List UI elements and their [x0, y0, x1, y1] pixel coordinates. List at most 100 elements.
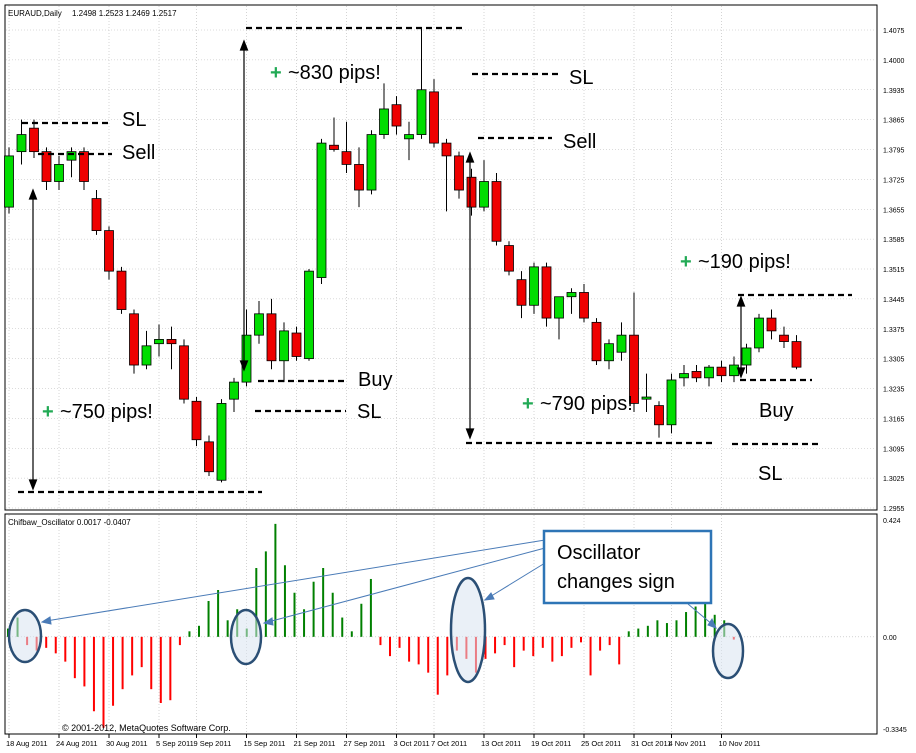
sign-change-ellipse-4: [711, 622, 745, 680]
candle-body: [529, 266, 539, 306]
candle-body: [604, 343, 614, 362]
pips830-label: ~830 pips!: [288, 62, 381, 84]
osc-y-tick-label: 0.424: [883, 518, 901, 525]
arrow-790-head-top: [465, 151, 475, 163]
y-tick-label: 1.4000: [883, 58, 905, 65]
candle-body: [54, 164, 64, 182]
candle-body: [541, 266, 552, 319]
x-tick-label: 30 Aug 2011: [106, 739, 148, 748]
candle-body: [266, 313, 277, 362]
candle-body: [654, 405, 664, 426]
candle-body: [304, 270, 314, 360]
candle-body: [729, 364, 739, 377]
arrow-750-head-top: [28, 188, 38, 200]
x-tick-label: 21 Sep 2011: [294, 739, 336, 748]
candle-body: [16, 134, 27, 153]
main-chart-title: EURAUD,Daily: [8, 9, 62, 18]
main-panel-frame: [4, 4, 878, 511]
plus-190: +: [680, 251, 692, 273]
candle-body: [216, 403, 227, 481]
candle-body: [791, 341, 802, 368]
candle-body: [429, 91, 439, 144]
y-tick-label: 1.3165: [883, 416, 905, 423]
callout-pointer-3: [487, 562, 546, 599]
y-tick-label: 1.3305: [883, 357, 905, 364]
candle-body: [179, 345, 189, 400]
arrow-190-head-bottom: [736, 367, 746, 379]
osc-title: Chifbaw_Oscillator 0.0017 -0.0407: [8, 518, 131, 527]
candle-body: [241, 334, 252, 383]
candle-body: [579, 292, 589, 319]
callout-pointer-1: [45, 539, 546, 622]
pips750-label: ~750 pips!: [60, 401, 153, 423]
x-tick-label: 18 Aug 2011: [6, 739, 48, 748]
sl2-label: SL: [357, 401, 381, 423]
candle-body: [191, 400, 202, 441]
y-tick-label: 1.3235: [883, 387, 905, 394]
y-tick-label: 1.3095: [883, 446, 905, 453]
candle-body: [204, 441, 214, 473]
y-tick-label: 1.3795: [883, 148, 905, 155]
sl1-label: SL: [122, 109, 146, 131]
candle-body: [466, 176, 477, 208]
candle-body: [554, 296, 564, 319]
callout-pointer-3-head: [483, 592, 495, 601]
callout-line1: Oscillator: [557, 542, 641, 564]
y-tick-label: 1.3585: [883, 237, 905, 244]
osc-y-tick-label: -0.3345: [883, 727, 907, 734]
x-tick-label: 19 Oct 2011: [531, 739, 571, 748]
y-tick-label: 1.3655: [883, 207, 905, 214]
y-tick-label: 1.3375: [883, 327, 905, 334]
y-tick-label: 1.3725: [883, 177, 905, 184]
main-ohlc-readout: 1.2498 1.2523 1.2469 1.2517: [72, 9, 177, 18]
candle-body: [441, 142, 452, 157]
callout-pointer-2-head: [262, 617, 274, 626]
callout-pointer-1-head: [40, 616, 52, 625]
osc-y-tick-label: 0.00: [883, 635, 897, 642]
y-tick-label: 1.2955: [883, 506, 905, 513]
candle-body: [504, 245, 514, 272]
candle-body: [141, 345, 152, 366]
candle-body: [516, 279, 527, 306]
candle-body: [116, 270, 127, 310]
candle-body: [779, 334, 789, 342]
candle-body: [641, 396, 652, 400]
osc-panel-frame: [4, 513, 878, 735]
candle-body: [754, 317, 764, 349]
x-tick-label: 15 Sep 2011: [244, 739, 286, 748]
pips190-label: ~190 pips!: [698, 251, 791, 273]
candle-body: [354, 164, 364, 191]
x-tick-label: 3 Oct 2011: [394, 739, 430, 748]
callout-pointer-4: [687, 603, 714, 626]
candle-body: [66, 151, 77, 161]
y-tick-label: 1.3445: [883, 297, 905, 304]
candle-body: [566, 292, 577, 298]
y-tick-label: 1.3935: [883, 88, 905, 95]
x-tick-label: 31 Oct 2011: [631, 739, 671, 748]
candle-body: [379, 108, 389, 135]
candle-body: [366, 134, 377, 191]
sl4-label: SL: [758, 463, 782, 485]
y-tick-label: 1.4075: [883, 28, 905, 35]
candle-body: [591, 321, 602, 362]
sl3-label: SL: [569, 67, 593, 89]
y-tick-label: 1.3025: [883, 476, 905, 483]
candle-body: [254, 313, 264, 336]
pips790-label: ~790 pips!: [540, 393, 633, 415]
candle-body: [404, 134, 414, 140]
callout-line2: changes sign: [557, 571, 675, 593]
candle-body: [391, 104, 402, 127]
candle-body: [4, 155, 14, 208]
candle-body: [716, 366, 727, 377]
x-tick-label: 27 Sep 2011: [344, 739, 386, 748]
candle-body: [479, 181, 489, 208]
y-tick-label: 1.3865: [883, 118, 905, 125]
candle-body: [341, 151, 352, 165]
arrow-790-head-bottom: [465, 428, 475, 440]
candle-body: [741, 347, 752, 366]
candle-body: [291, 332, 302, 357]
candle-body: [491, 181, 502, 242]
callout-pointer-2: [267, 547, 546, 623]
x-tick-label: 24 Aug 2011: [56, 739, 98, 748]
